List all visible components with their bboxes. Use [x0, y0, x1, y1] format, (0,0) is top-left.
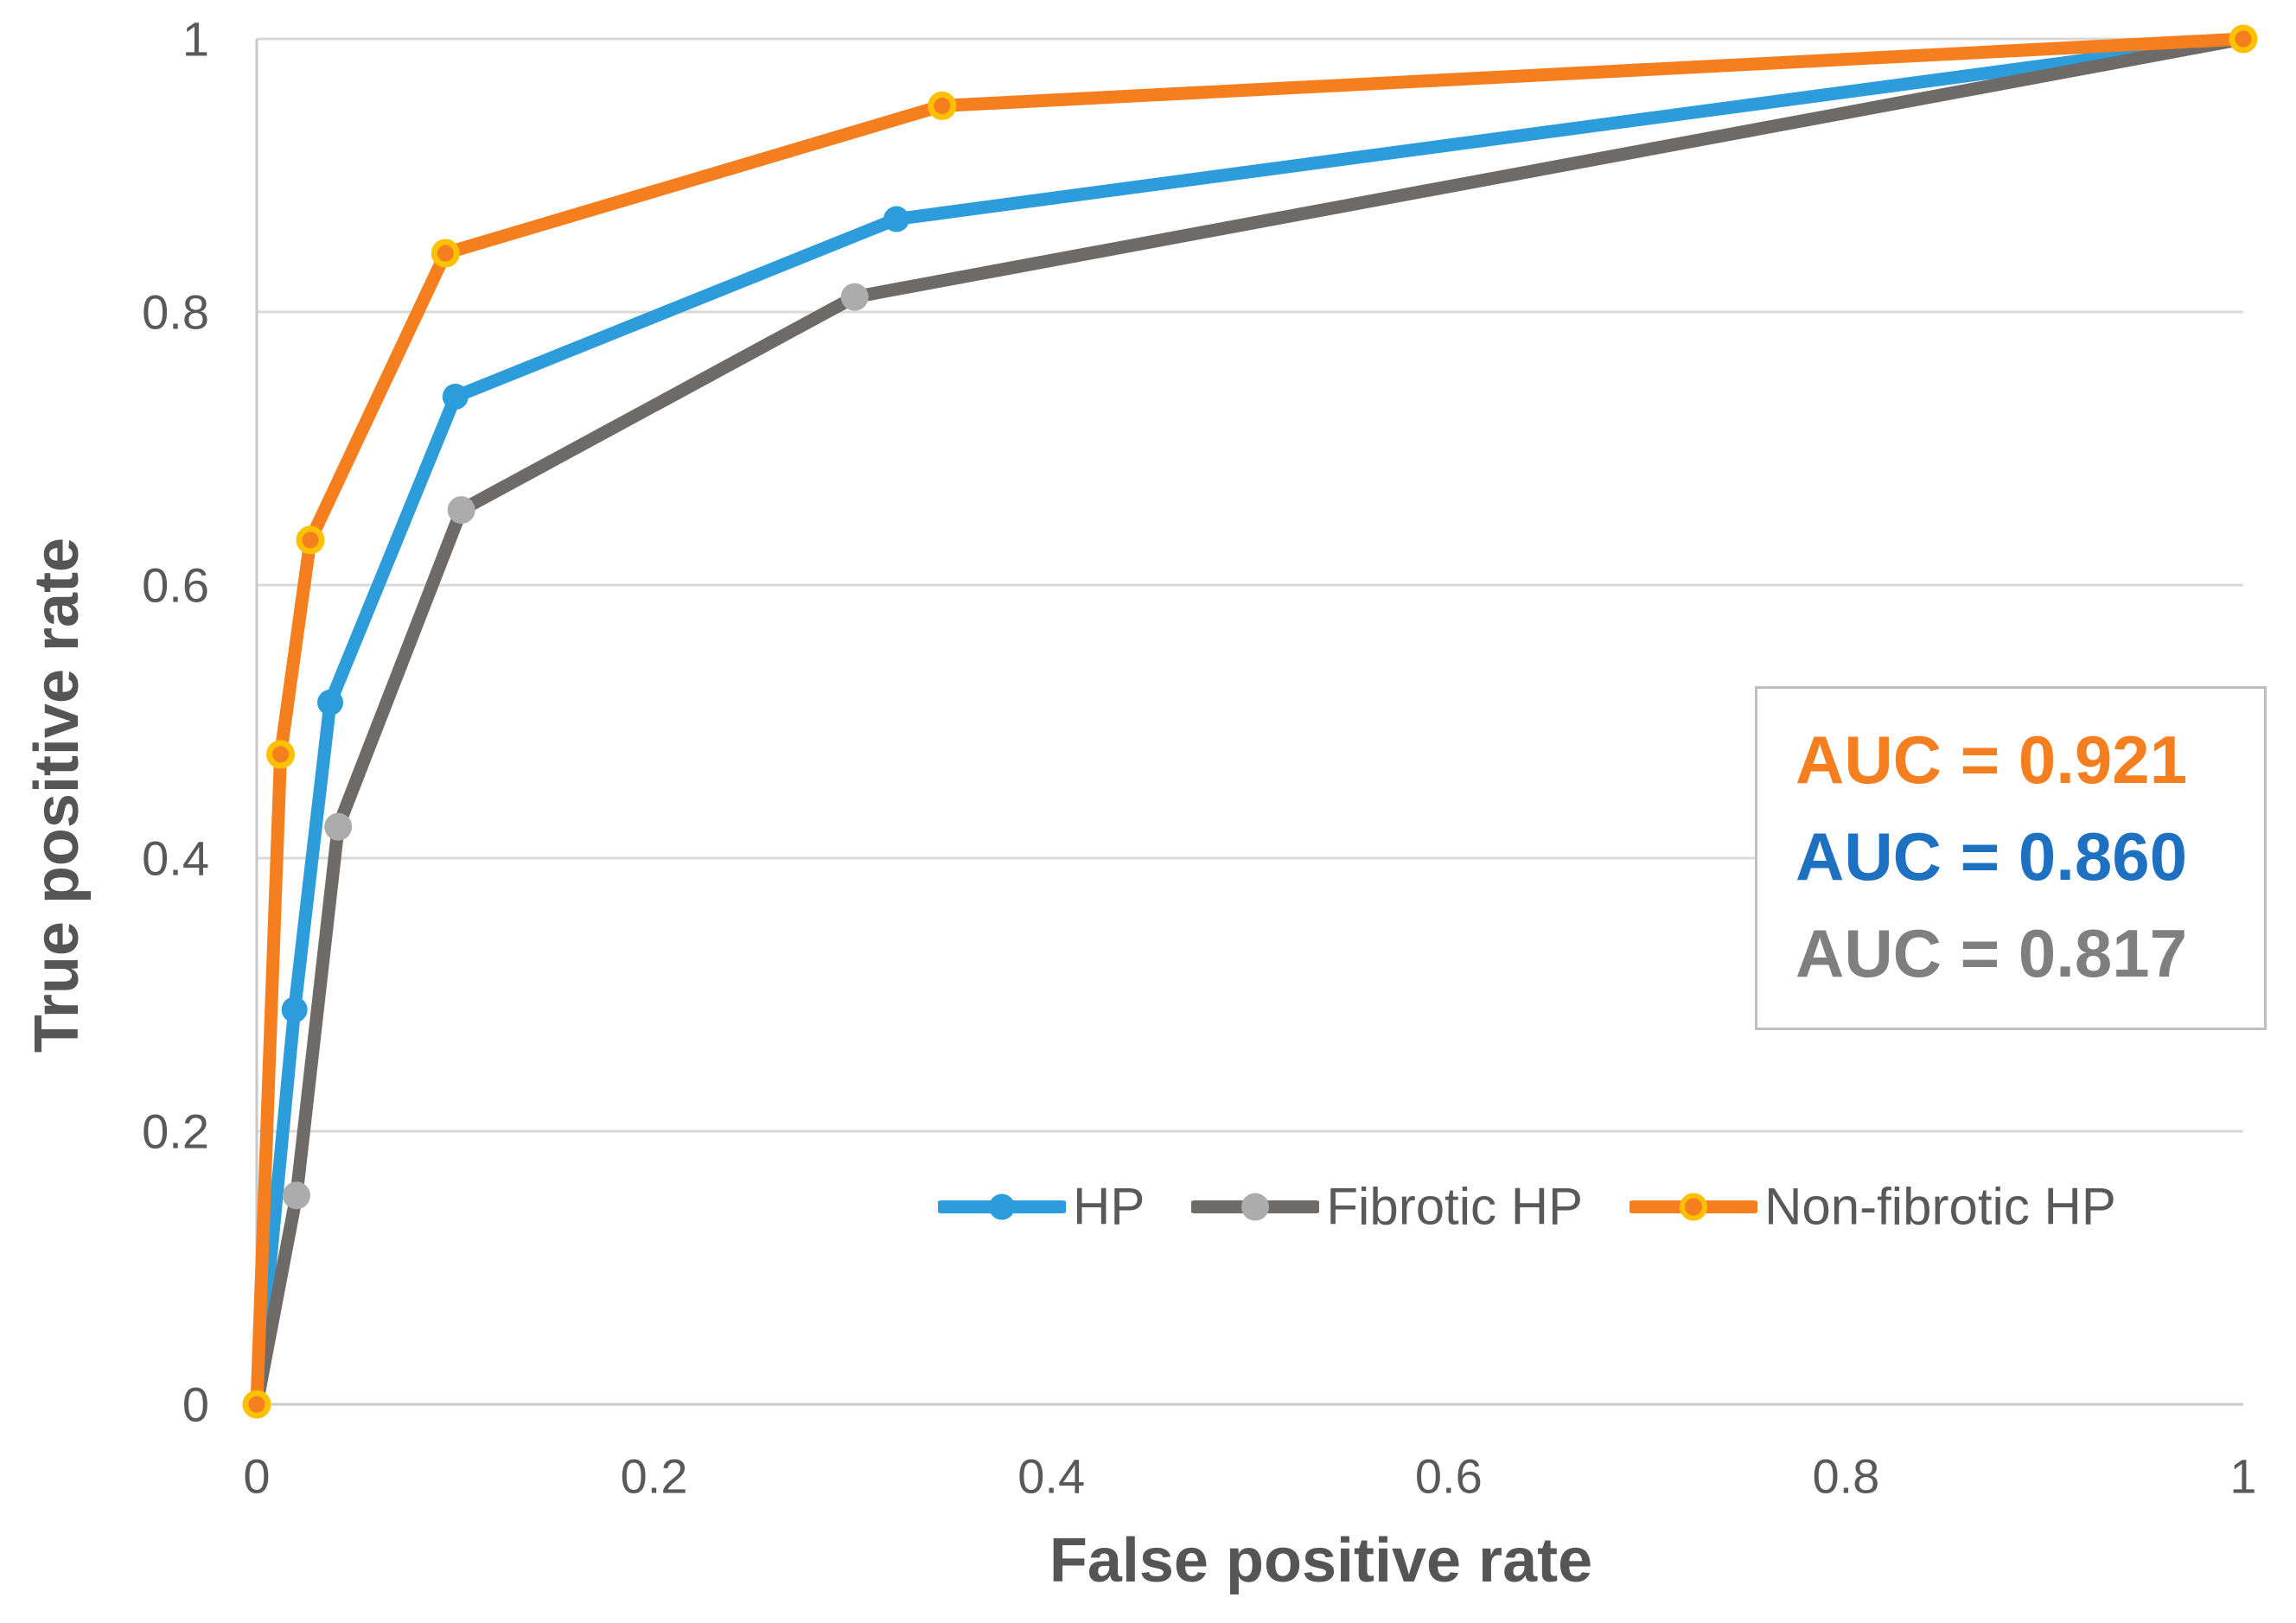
y-tick-0.2: 0.2 — [142, 1104, 209, 1159]
series-non-fibrotic-hp-point — [242, 1390, 271, 1419]
series-fibrotic-hp-line — [250, 32, 2250, 1411]
legend-item-fibrotic-hp: Fibrotic HP — [1191, 1177, 1583, 1237]
series-hp-point — [883, 206, 909, 232]
legend-label-hp: HP — [1073, 1177, 1145, 1236]
series-fibrotic-hp-point — [324, 812, 353, 841]
legend-item-hp: HP — [938, 1177, 1145, 1237]
legend-marker-non-fibrotic-hp-icon — [1630, 1193, 1758, 1220]
x-tick-0.6: 0.6 — [1414, 1448, 1483, 1504]
auc-value-hp: AUC = 0.860 — [1795, 818, 2188, 894]
y-tick-0: 0 — [182, 1377, 209, 1432]
series-fibrotic-hp-point — [447, 496, 475, 525]
y-tick-0.6: 0.6 — [142, 557, 209, 613]
series-non-fibrotic-hp-point — [928, 91, 957, 120]
x-tick-0.8: 0.8 — [1812, 1448, 1880, 1504]
y-tick-0.4: 0.4 — [142, 831, 209, 886]
y-tick-0.8: 0.8 — [142, 284, 209, 340]
series-hp-line — [250, 32, 2250, 1411]
x-tick-0: 0 — [243, 1448, 271, 1504]
series-hp-point — [317, 689, 344, 716]
series-non-fibrotic-hp-point — [430, 239, 460, 268]
legend-label-non-fibrotic-hp: Non-fibrotic HP — [1764, 1177, 2116, 1236]
y-tick-1: 1 — [182, 11, 209, 67]
legend-marker-hp-icon — [938, 1193, 1066, 1219]
series-hp-point — [281, 996, 308, 1023]
legend: HP Fibrotic HP Non-fibrotic HP — [938, 1177, 2116, 1237]
series-hp-point — [442, 383, 469, 410]
legend-item-non-fibrotic-hp: Non-fibrotic HP — [1630, 1177, 2116, 1237]
auc-annotation-box: AUC = 0.921 AUC = 0.860 AUC = 0.817 — [1755, 686, 2267, 1030]
series-non-fibrotic-hp-point — [266, 740, 296, 769]
series-fibrotic-hp-point — [282, 1181, 310, 1210]
x-tick-0.2: 0.2 — [620, 1448, 688, 1504]
x-tick-1: 1 — [2229, 1448, 2257, 1504]
series-non-fibrotic-hp-point — [296, 525, 325, 555]
x-tick-0.4: 0.4 — [1017, 1448, 1086, 1504]
series-fibrotic-hp-point — [840, 283, 869, 311]
auc-value-fibrotic-hp: AUC = 0.817 — [1795, 915, 2188, 991]
y-axis-title: True positive rate — [22, 537, 92, 1053]
auc-value-non-fibrotic-hp: AUC = 0.921 — [1795, 722, 2188, 798]
series-non-fibrotic-hp-point — [2229, 24, 2258, 54]
x-axis-title: False positive rate — [1049, 1526, 1593, 1595]
series-non-fibrotic-hp-line — [250, 32, 2250, 1411]
legend-marker-fibrotic-hp-icon — [1191, 1193, 1320, 1220]
legend-label-fibrotic-hp: Fibrotic HP — [1326, 1177, 1584, 1236]
